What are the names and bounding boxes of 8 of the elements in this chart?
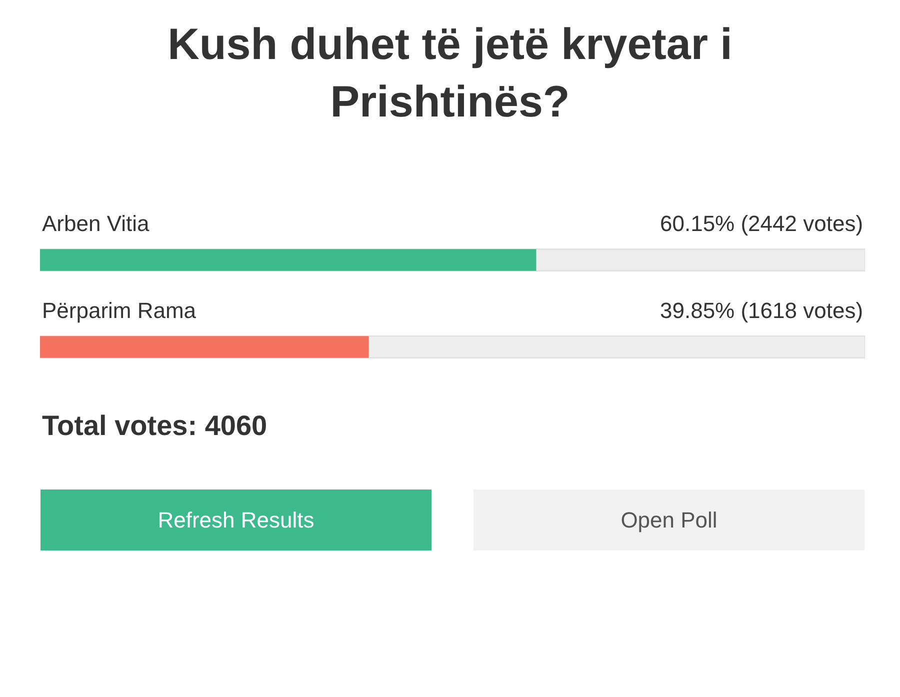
- data-label: 60.15% (2442 votes): [660, 211, 864, 236]
- chart-title: Kush duhet të jetë kryetar i Prishtinës?: [168, 20, 732, 126]
- y-tick-label: Arben Vitia: [42, 211, 150, 236]
- text: Refresh Results: [158, 508, 314, 532]
- text: Open Poll: [620, 508, 718, 532]
- y-tick-label: Përparim Rama: [42, 298, 197, 323]
- text: Total votes: 4060: [42, 410, 268, 441]
- data-label: 39.85% (1618 votes): [660, 298, 864, 323]
